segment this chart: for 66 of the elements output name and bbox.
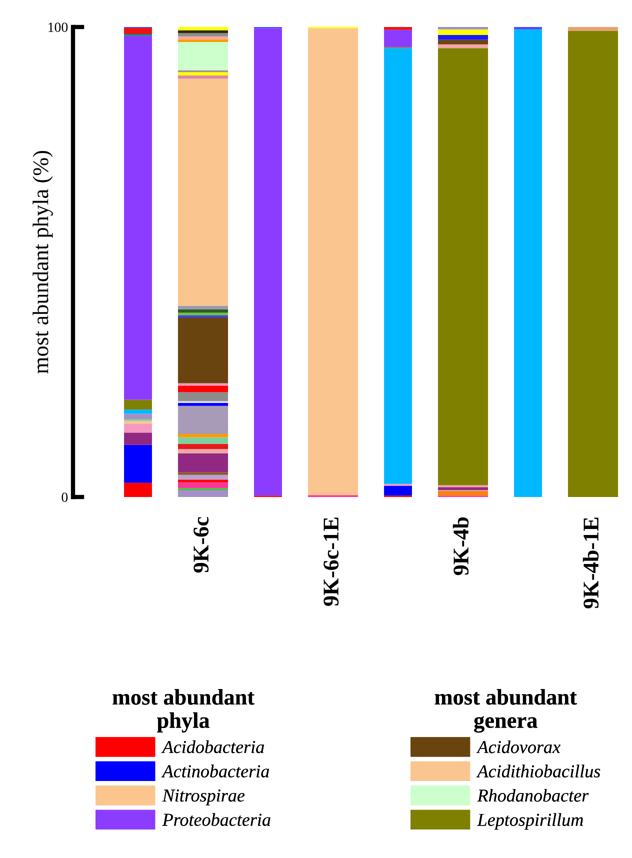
- y-tick-label: 0: [62, 492, 68, 502]
- bar: [254, 28, 282, 496]
- bar: [178, 406, 228, 434]
- legend-label: Proteobacteria: [162, 813, 270, 826]
- bar: [178, 386, 228, 392]
- bar: [124, 400, 152, 410]
- bar: [568, 27, 618, 31]
- legend-label: Nitrospirae: [162, 790, 245, 806]
- bar: [178, 306, 228, 310]
- bar: [438, 40, 488, 44]
- bar: [384, 48, 412, 484]
- bar: [178, 75, 228, 79]
- bar: [178, 472, 228, 475]
- bar: [178, 392, 228, 402]
- bar: [124, 410, 152, 414]
- bar: [438, 490, 488, 496]
- bar: [124, 36, 152, 400]
- legend-label: Acidovorax: [476, 740, 560, 754]
- legend-label: Actinobacteria: [161, 764, 269, 778]
- bar: [438, 29, 488, 35]
- text: most abundant phyla: [112, 689, 255, 733]
- bar: [568, 30, 618, 497]
- bar: [178, 33, 228, 36]
- bar: [124, 432, 152, 445]
- bar: [438, 44, 488, 48]
- bar: [438, 48, 488, 486]
- bar: [178, 72, 228, 76]
- bar: [178, 437, 228, 444]
- bar: [384, 27, 412, 30]
- bar: [384, 486, 412, 496]
- bar: [124, 444, 152, 483]
- bar: [178, 42, 228, 70]
- legend-label: Leptospirillum: [477, 813, 583, 830]
- bar: [124, 482, 152, 497]
- bar: [178, 453, 228, 472]
- bar: [178, 474, 228, 480]
- legend-label: Acidithiobacillus: [476, 764, 600, 778]
- bar: [178, 309, 228, 313]
- bar: [178, 434, 228, 438]
- y-axis-title: most abundant phyla (%): [32, 150, 53, 374]
- bar: [178, 482, 228, 488]
- bar: [178, 490, 228, 497]
- bar: [384, 30, 412, 48]
- x-tick-label: 9K-4b-1E: [582, 518, 599, 608]
- x-tick-label: 9K-6c-1E: [324, 518, 339, 606]
- bar: [178, 403, 228, 406]
- bar: [438, 34, 488, 40]
- bar: [124, 414, 152, 419]
- bar: [178, 78, 228, 306]
- x-tick-label: 9K-6c: [194, 517, 209, 573]
- bar: [178, 444, 228, 450]
- bar: [178, 27, 228, 30]
- bar: [124, 424, 152, 433]
- bar: [438, 487, 488, 490]
- text: most abundant genera: [434, 689, 577, 733]
- bar: [308, 28, 358, 496]
- bar: [178, 480, 228, 482]
- bar: [178, 39, 228, 42]
- bar: [124, 28, 152, 34]
- legend-label: Rhodanobacter: [477, 788, 589, 802]
- bar: [514, 29, 542, 497]
- x-tick-label: 9K-4b: [452, 517, 469, 576]
- y-tick-label: 100: [48, 22, 68, 32]
- legend-label: Acidobacteria: [161, 740, 264, 754]
- bar: [178, 449, 228, 454]
- bar: [178, 317, 228, 384]
